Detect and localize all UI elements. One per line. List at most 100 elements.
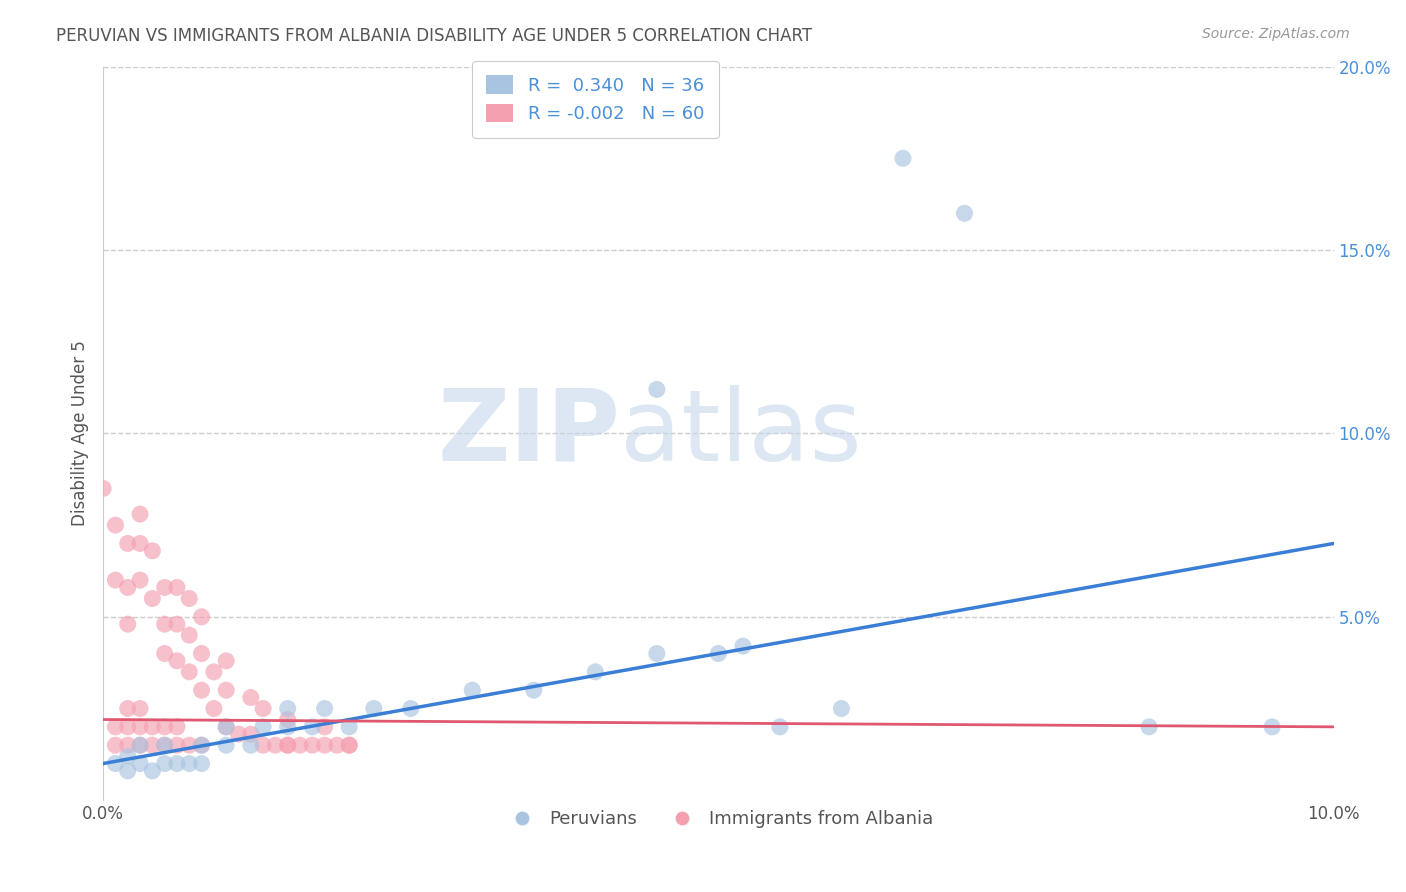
Point [228, 727, 250, 741]
Point [215, 720, 238, 734]
Point [104, 573, 127, 587]
Point [190, 683, 212, 698]
Point [239, 727, 262, 741]
Point [239, 690, 262, 705]
Point [252, 720, 274, 734]
Point [707, 647, 730, 661]
Point [277, 738, 299, 752]
Point [141, 764, 163, 778]
Point [337, 738, 360, 752]
Point [117, 738, 139, 752]
Point [129, 738, 152, 752]
Point [166, 654, 188, 668]
Point [141, 543, 163, 558]
Point [202, 701, 225, 715]
Point [277, 738, 299, 752]
Point [104, 518, 127, 533]
Point [117, 536, 139, 550]
Point [252, 701, 274, 715]
Point [202, 665, 225, 679]
Point [252, 738, 274, 752]
Point [314, 701, 336, 715]
Point [645, 383, 668, 397]
Legend: Peruvians, Immigrants from Albania: Peruvians, Immigrants from Albania [496, 803, 941, 835]
Point [1261, 720, 1284, 734]
Point [153, 756, 176, 771]
Point [363, 701, 385, 715]
Point [179, 628, 201, 642]
Point [129, 756, 152, 771]
Point [583, 665, 606, 679]
Point [117, 701, 139, 715]
Point [166, 720, 188, 734]
Point [117, 581, 139, 595]
Point [190, 738, 212, 752]
Point [277, 701, 299, 715]
Point [166, 738, 188, 752]
Point [117, 749, 139, 764]
Point [153, 617, 176, 632]
Point [141, 591, 163, 606]
Point [399, 701, 422, 715]
Point [179, 591, 201, 606]
Point [129, 507, 152, 521]
Point [769, 720, 792, 734]
Text: ZIP: ZIP [437, 385, 620, 482]
Point [301, 720, 323, 734]
Point [215, 720, 238, 734]
Point [337, 720, 360, 734]
Point [179, 756, 201, 771]
Point [215, 654, 238, 668]
Point [645, 647, 668, 661]
Point [215, 683, 238, 698]
Point [166, 581, 188, 595]
Point [731, 639, 754, 653]
Text: Source: ZipAtlas.com: Source: ZipAtlas.com [1202, 27, 1350, 41]
Point [891, 151, 914, 165]
Point [104, 738, 127, 752]
Point [953, 206, 976, 220]
Point [277, 720, 299, 734]
Point [314, 720, 336, 734]
Point [153, 720, 176, 734]
Point [264, 738, 287, 752]
Point [179, 665, 201, 679]
Point [129, 573, 152, 587]
Point [117, 720, 139, 734]
Point [830, 701, 852, 715]
Point [153, 581, 176, 595]
Y-axis label: Disability Age Under 5: Disability Age Under 5 [72, 341, 89, 526]
Point [129, 536, 152, 550]
Point [166, 756, 188, 771]
Point [314, 738, 336, 752]
Point [166, 617, 188, 632]
Point [129, 720, 152, 734]
Point [117, 617, 139, 632]
Point [129, 701, 152, 715]
Point [337, 738, 360, 752]
Point [141, 720, 163, 734]
Point [1137, 720, 1160, 734]
Point [215, 738, 238, 752]
Point [179, 738, 201, 752]
Point [190, 738, 212, 752]
Text: PERUVIAN VS IMMIGRANTS FROM ALBANIA DISABILITY AGE UNDER 5 CORRELATION CHART: PERUVIAN VS IMMIGRANTS FROM ALBANIA DISA… [56, 27, 813, 45]
Point [190, 609, 212, 624]
Point [326, 738, 349, 752]
Point [190, 647, 212, 661]
Point [301, 738, 323, 752]
Point [288, 738, 311, 752]
Point [277, 713, 299, 727]
Point [461, 683, 484, 698]
Point [523, 683, 546, 698]
Point [190, 756, 212, 771]
Point [91, 482, 114, 496]
Point [104, 720, 127, 734]
Point [117, 764, 139, 778]
Text: atlas: atlas [620, 385, 862, 482]
Point [153, 738, 176, 752]
Point [129, 738, 152, 752]
Point [141, 738, 163, 752]
Point [239, 738, 262, 752]
Point [153, 647, 176, 661]
